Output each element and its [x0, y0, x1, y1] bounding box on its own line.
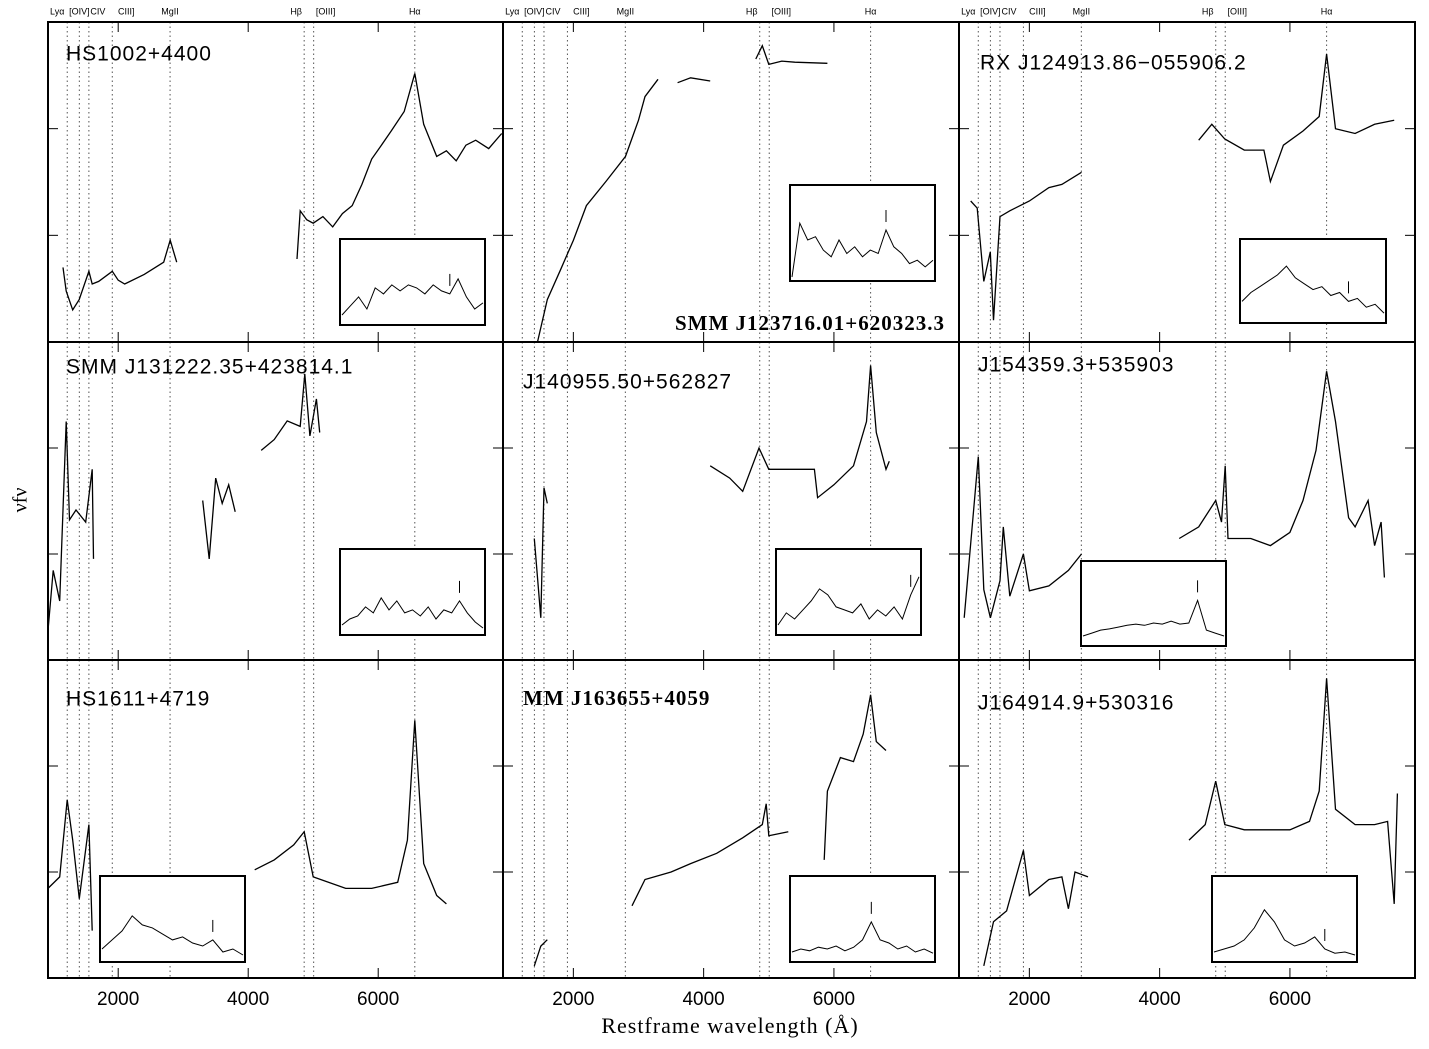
- panel-label: RX J124913.86−055906.2: [980, 52, 1247, 75]
- line-label: CIII]: [1029, 6, 1046, 16]
- inset-frame: [1239, 238, 1387, 324]
- inset-frame: [339, 548, 486, 636]
- inset-frame: [789, 184, 936, 282]
- line-label: Hα: [409, 6, 421, 16]
- inset-frame: [789, 875, 936, 963]
- inset-bg: [100, 876, 245, 962]
- line-label: Lyα: [961, 6, 975, 16]
- spectrum: [47, 720, 447, 931]
- inset-spectrum: [341, 277, 484, 316]
- panel-label: MM J163655+4059: [523, 686, 710, 710]
- line-label: [OIII]: [771, 6, 791, 16]
- inset-spectrum: [1082, 598, 1225, 637]
- panel-frame: [958, 659, 1416, 979]
- x-tick-label: 4000: [227, 989, 269, 1010]
- panel-label: SMM J131222.35+423814.1: [66, 356, 353, 379]
- line-label: MgII: [1073, 6, 1091, 16]
- x-tick-label: 6000: [813, 989, 855, 1010]
- inset-spectrum: [791, 920, 934, 954]
- y-axis-label: νfν: [10, 488, 32, 513]
- spectrum: [62, 73, 503, 312]
- panel-label: SMM J123716.01+620323.3: [675, 311, 945, 335]
- line-label: CIV: [90, 6, 105, 16]
- inset-bg: [340, 239, 485, 325]
- line-label: [OIII]: [1227, 6, 1247, 16]
- spectrum: [983, 678, 1399, 967]
- line-label: [OIII]: [316, 6, 336, 16]
- inset-frame: [775, 548, 922, 636]
- inset-spectrum: [1213, 908, 1356, 956]
- panel-label: J164914.9+530316: [978, 692, 1174, 715]
- inset-spectrum: [101, 915, 244, 956]
- x-tick-label: 2000: [1008, 989, 1050, 1010]
- x-tick-label: 2000: [552, 989, 594, 1010]
- spectrum: [533, 694, 887, 967]
- panel-label: HS1611+4719: [66, 688, 210, 711]
- inset-bg: [1081, 561, 1226, 646]
- inset-frame: [339, 238, 486, 326]
- inset-spectrum: [1241, 265, 1385, 314]
- inset-bg: [1212, 876, 1357, 962]
- line-label: CIII]: [573, 6, 590, 16]
- line-label: [OIV]: [69, 6, 90, 16]
- spectrum: [533, 365, 890, 618]
- line-label: CIII]: [118, 6, 135, 16]
- inset-spectrum: [777, 576, 920, 626]
- inset-bg: [776, 549, 921, 635]
- line-label: [OIV]: [980, 6, 1001, 16]
- line-label: CIV: [545, 6, 560, 16]
- line-label: Hβ: [290, 6, 302, 16]
- inset-bg: [790, 185, 935, 281]
- x-axis-label: Restframe wavelength (Å): [601, 1013, 858, 1038]
- inset-bg: [1240, 239, 1386, 323]
- inset-spectrum: [341, 596, 484, 629]
- x-tick-label: 2000: [97, 989, 139, 1010]
- panel-label: J154359.3+535903: [978, 354, 1174, 377]
- line-label: Hβ: [746, 6, 758, 16]
- x-tick-label: 4000: [682, 989, 724, 1010]
- spectrum: [970, 54, 1395, 321]
- inset-frame: [1080, 560, 1227, 647]
- line-label: Hα: [1321, 6, 1333, 16]
- line-label: [OIV]: [524, 6, 545, 16]
- inset-bg: [790, 876, 935, 962]
- spectrum: [47, 373, 321, 631]
- line-label: Hα: [865, 6, 877, 16]
- line-label: Lyα: [50, 6, 64, 16]
- inset-frame: [1211, 875, 1358, 963]
- spectrum: [536, 44, 828, 343]
- spectrum: [963, 371, 1386, 618]
- line-label: CIV: [1001, 6, 1016, 16]
- x-tick-label: 6000: [357, 989, 399, 1010]
- line-label: MgII: [161, 6, 179, 16]
- x-tick-label: 6000: [1269, 989, 1311, 1010]
- line-label: MgII: [617, 6, 635, 16]
- panel-label: J140955.50+562827: [523, 371, 732, 394]
- x-tick-label: 4000: [1138, 989, 1180, 1010]
- inset-frame: [99, 875, 246, 963]
- line-label: Lyα: [505, 6, 519, 16]
- inset-bg: [340, 549, 485, 635]
- panel-label: HS1002+4400: [66, 43, 212, 66]
- line-label: Hβ: [1202, 6, 1214, 16]
- panel-frame: [502, 21, 960, 343]
- inset-spectrum: [791, 221, 934, 278]
